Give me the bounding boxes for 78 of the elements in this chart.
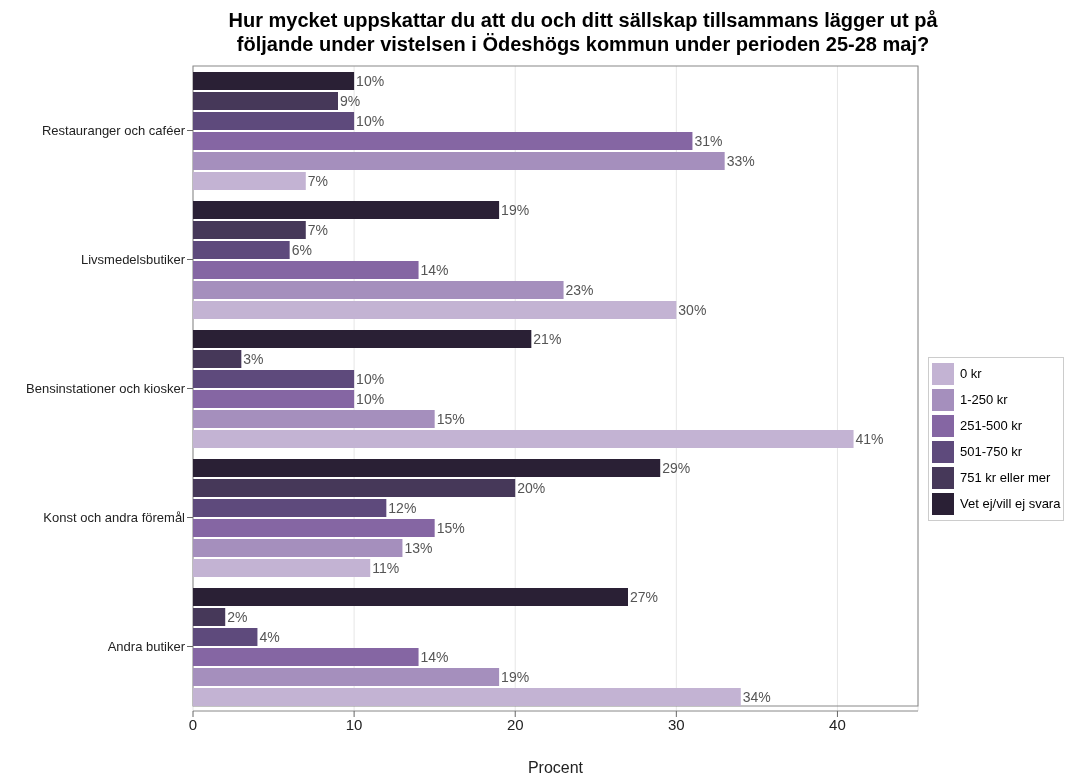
data-label: 10% — [356, 390, 385, 407]
bar — [193, 559, 371, 577]
data-label: 11% — [372, 559, 400, 576]
data-label: 19% — [501, 668, 530, 685]
bar — [193, 132, 693, 150]
x-tick-label: 10 — [345, 715, 363, 733]
bar — [193, 519, 435, 537]
data-label: 21% — [533, 330, 562, 347]
bar — [193, 261, 419, 279]
data-label: 10% — [356, 72, 385, 89]
data-label: 7% — [307, 172, 329, 189]
x-tick-label: 30 — [667, 715, 685, 733]
legend-label: 251-500 kr — [960, 418, 1023, 433]
x-axis-title: Procent — [527, 759, 584, 776]
bar — [193, 281, 564, 299]
y-tick-label: Andra butiker — [107, 639, 186, 655]
bar — [193, 112, 355, 130]
data-label: 23% — [565, 281, 594, 298]
bar — [193, 479, 516, 497]
chart-title: Hur mycket uppskattar du att du och ditt sällskap tillsammans lägger ut på följande under vistelsen i Ödeshögs kommun under perioden 25-28 maj? — [227, 8, 939, 56]
legend-label: 0 kr — [960, 366, 982, 381]
bar — [193, 152, 725, 170]
y-tick-label: Livsmedelsbutiker — [80, 252, 186, 268]
x-tick-label: 40 — [829, 715, 846, 733]
legend-label: 751 kr eller mer — [960, 470, 1051, 485]
data-label: 15% — [436, 410, 465, 427]
bar — [193, 648, 419, 666]
bar — [193, 410, 435, 428]
bar — [193, 588, 628, 606]
y-tick-label: Konst och andra föremål — [43, 510, 186, 526]
y-tick-label: Restauranger och caféer — [41, 123, 186, 139]
bar — [193, 459, 661, 477]
data-label: 4% — [259, 628, 280, 645]
x-tick-label: 20 — [506, 715, 524, 733]
data-label: 9% — [340, 92, 361, 109]
data-label: 14% — [420, 648, 449, 665]
data-label: 29% — [662, 459, 691, 476]
data-label: 10% — [356, 370, 385, 387]
data-label: 6% — [291, 241, 312, 258]
legend-label: 1-250 kr — [960, 392, 1008, 407]
bar — [193, 301, 677, 319]
bar — [193, 390, 355, 408]
bar — [193, 370, 355, 388]
data-label: 41% — [855, 430, 884, 447]
bar — [193, 172, 306, 190]
data-label: 10% — [356, 112, 385, 129]
bar — [193, 539, 403, 557]
bar — [193, 668, 500, 686]
bar — [193, 330, 532, 348]
bar — [193, 241, 290, 259]
data-label: 13% — [404, 539, 433, 556]
bar — [193, 499, 387, 517]
data-label: 20% — [517, 479, 546, 496]
data-label: 14% — [420, 261, 449, 278]
bar — [193, 608, 226, 626]
data-label: 33% — [726, 152, 755, 169]
y-tick-label: Bensinstationer och kiosker — [26, 381, 186, 397]
data-label: 12% — [388, 499, 417, 516]
data-label: 30% — [678, 301, 707, 318]
data-label: 3% — [243, 350, 264, 367]
bar — [193, 350, 242, 368]
bar — [193, 430, 854, 448]
bar — [193, 628, 258, 646]
legend-label: 501-750 kr — [960, 444, 1023, 459]
bar — [193, 688, 741, 706]
bar — [193, 221, 306, 239]
legend-label: Vet ej/vill ej svara — [960, 496, 1061, 511]
data-label: 2% — [227, 608, 248, 625]
data-label: 19% — [501, 201, 530, 218]
data-label: 31% — [694, 132, 723, 149]
data-label: 34% — [742, 688, 771, 705]
data-label: 7% — [307, 221, 329, 238]
bar — [193, 72, 355, 90]
x-tick-label: 0 — [188, 715, 198, 733]
bar — [193, 92, 338, 110]
data-label: 15% — [436, 519, 465, 536]
data-label: 27% — [630, 588, 659, 605]
bar — [193, 201, 500, 219]
